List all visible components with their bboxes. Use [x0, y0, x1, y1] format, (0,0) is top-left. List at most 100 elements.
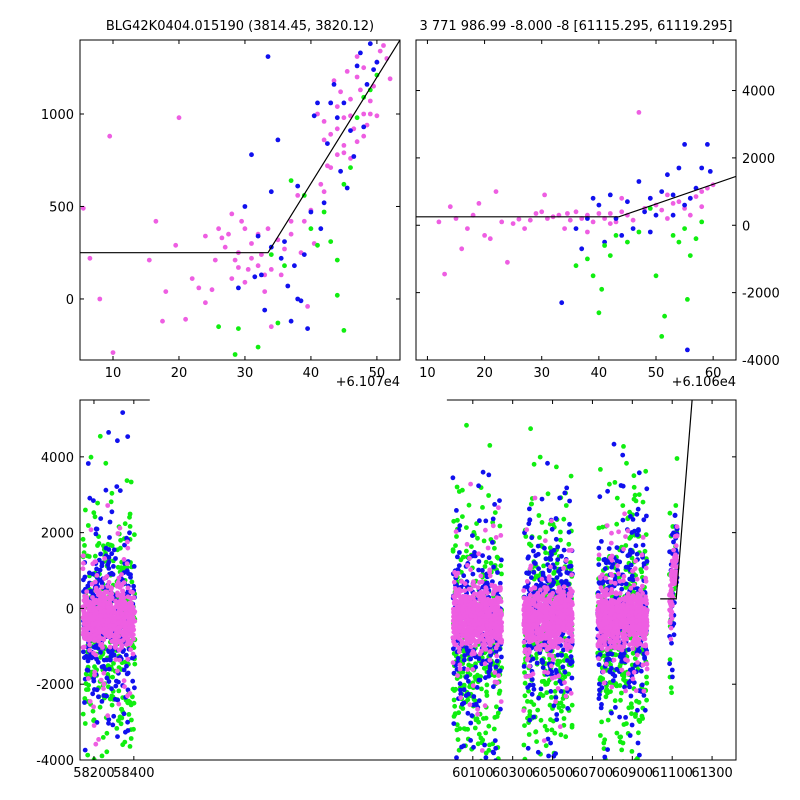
data-point-blue — [599, 685, 605, 691]
data-point-magenta — [623, 688, 628, 694]
data-point-green — [625, 239, 630, 245]
data-point-blue — [305, 326, 310, 331]
chart-top-left-title: BLG42K0404.015190 (3814.45, 3820.12) — [106, 19, 374, 34]
data-point-magenta — [87, 255, 93, 261]
data-point-magenta — [634, 576, 640, 582]
data-point-green — [268, 252, 274, 257]
data-point-blue — [464, 645, 469, 650]
data-point-blue — [85, 461, 91, 466]
data-point-magenta — [478, 604, 484, 610]
data-point-magenta — [454, 599, 460, 605]
data-point-blue — [480, 553, 485, 558]
chart-top-left: BLG42K0404.015190 (3814.45, 3820.12) 10 2… — [41, 19, 401, 390]
data-point-magenta — [111, 623, 116, 629]
data-point-magenta — [482, 661, 488, 667]
data-point-magenta — [468, 567, 473, 573]
data-point-magenta — [173, 242, 179, 248]
data-point-blue — [529, 535, 535, 541]
data-point-blue — [626, 647, 632, 652]
data-point-magenta — [479, 599, 485, 605]
data-point-green — [631, 496, 637, 502]
data-point-blue — [131, 583, 137, 589]
data-point-blue — [492, 738, 498, 743]
data-point-green — [128, 736, 134, 741]
data-point-blue — [609, 651, 615, 657]
data-point-blue — [93, 531, 99, 537]
data-point-magenta — [354, 54, 360, 59]
data-point-green — [132, 661, 138, 667]
data-point-blue — [497, 580, 503, 586]
data-point-blue — [107, 535, 112, 540]
data-point-magenta — [216, 226, 222, 232]
data-point-blue — [619, 233, 625, 238]
data-point-blue — [548, 740, 553, 746]
data-point-magenta — [122, 684, 127, 689]
data-point-magenta — [531, 585, 537, 591]
data-point-blue — [493, 745, 499, 751]
data-point-green — [232, 352, 238, 357]
data-point-magenta — [121, 678, 127, 684]
data-point-magenta — [93, 559, 98, 565]
data-point-green — [492, 545, 497, 551]
data-point-magenta — [457, 624, 463, 630]
data-point-blue — [334, 115, 340, 121]
data-point-blue — [292, 263, 297, 269]
data-point-green — [644, 697, 649, 703]
data-point-green — [82, 721, 88, 726]
data-point-green — [596, 310, 602, 316]
data-point-green — [472, 725, 478, 731]
data-point-green — [620, 740, 626, 746]
data-point-magenta — [361, 133, 367, 139]
data-point-magenta — [96, 606, 102, 611]
data-point-green — [475, 535, 480, 541]
data-point-blue — [454, 755, 459, 760]
data-point-blue — [301, 252, 307, 257]
data-point-green — [633, 714, 638, 719]
data-point-magenta — [465, 563, 470, 568]
data-point-magenta — [209, 287, 215, 293]
data-point-blue — [603, 560, 609, 566]
data-point-magenta — [245, 267, 251, 272]
data-point-magenta — [496, 596, 502, 601]
data-point-magenta — [482, 233, 487, 238]
data-point-blue — [456, 563, 462, 568]
data-point-blue — [458, 691, 464, 697]
data-point-magenta — [464, 541, 470, 547]
data-point-magenta — [91, 723, 97, 728]
data-point-green — [494, 704, 499, 710]
data-point-blue — [538, 686, 544, 692]
x-tick-label: 30 — [237, 366, 254, 381]
data-point-green — [90, 708, 96, 714]
data-point-blue — [630, 517, 636, 522]
data-point-blue — [457, 681, 463, 687]
data-point-blue — [531, 548, 536, 554]
data-point-green — [636, 730, 641, 736]
data-point-blue — [461, 700, 467, 706]
data-point-blue — [567, 498, 572, 504]
data-point-green — [552, 569, 557, 575]
data-point-green — [613, 233, 619, 238]
data-point-magenta — [596, 552, 602, 558]
data-point-magenta — [521, 612, 527, 617]
data-point-magenta — [453, 629, 459, 635]
data-point-magenta — [473, 642, 478, 648]
data-point-magenta — [93, 652, 99, 658]
data-point-blue — [454, 508, 459, 513]
data-point-magenta — [498, 533, 504, 538]
data-point-magenta — [94, 573, 100, 578]
data-point-green — [83, 681, 89, 686]
data-point-magenta — [494, 680, 500, 686]
data-point-green — [494, 554, 500, 560]
data-point-blue — [529, 691, 535, 697]
data-point-blue — [112, 696, 118, 702]
data-point-green — [454, 484, 460, 490]
data-point-blue — [498, 706, 503, 712]
data-point-magenta — [318, 181, 324, 187]
data-point-green — [476, 731, 482, 737]
data-point-magenta — [531, 613, 536, 619]
data-point-blue — [635, 707, 640, 713]
data-point-blue — [125, 571, 131, 576]
data-point-magenta — [541, 622, 546, 628]
data-point-magenta — [106, 579, 112, 585]
data-point-green — [540, 693, 546, 698]
